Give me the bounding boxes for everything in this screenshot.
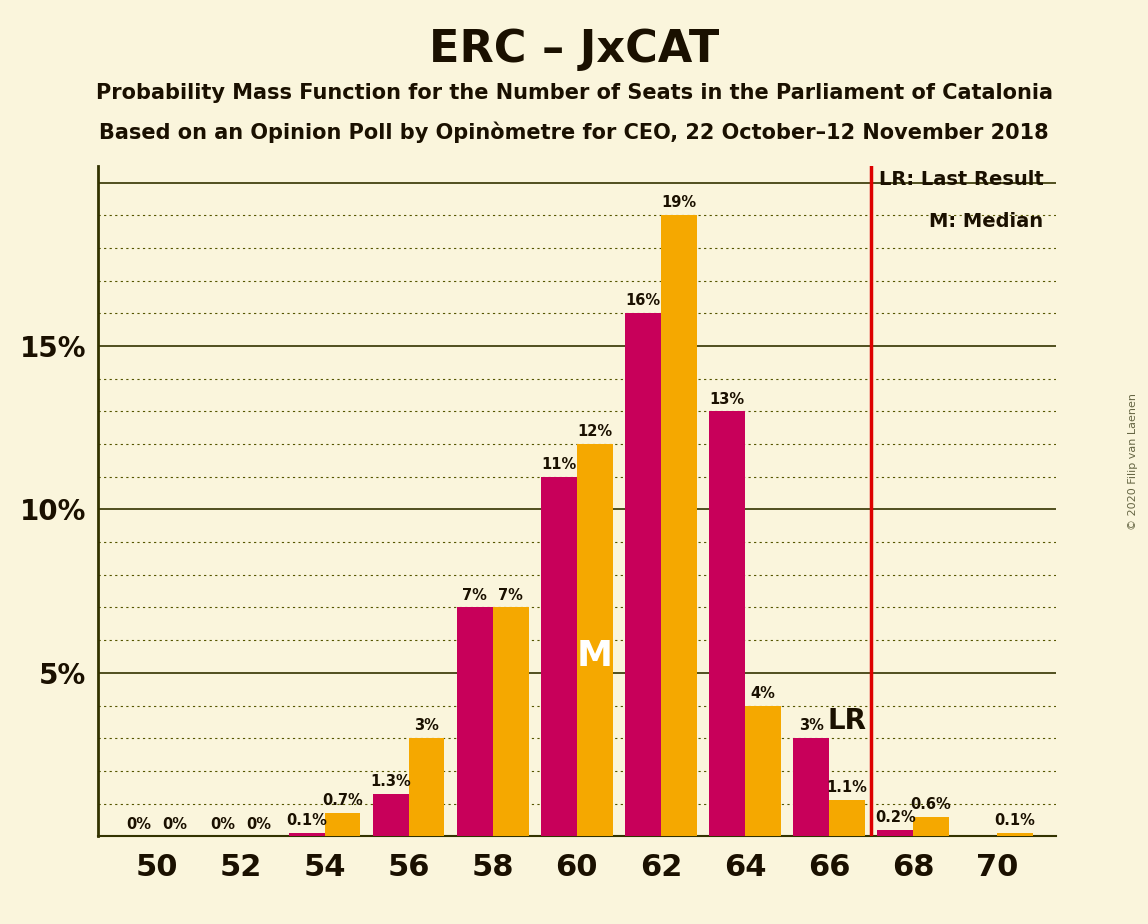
Text: M: M [576, 639, 613, 674]
Text: 0.1%: 0.1% [286, 813, 327, 828]
Text: 0%: 0% [210, 818, 235, 833]
Bar [829, 800, 864, 836]
Bar [793, 738, 829, 836]
Text: Probability Mass Function for the Number of Seats in the Parliament of Catalonia: Probability Mass Function for the Number… [95, 83, 1053, 103]
Text: LR: LR [828, 707, 867, 735]
Bar [626, 313, 661, 836]
Text: 1.1%: 1.1% [827, 781, 868, 796]
Text: 0.1%: 0.1% [994, 813, 1035, 828]
Text: 7%: 7% [498, 588, 523, 602]
Text: © 2020 Filip van Laenen: © 2020 Filip van Laenen [1128, 394, 1138, 530]
Text: 0.7%: 0.7% [323, 794, 363, 808]
Text: ERC – JxCAT: ERC – JxCAT [429, 28, 719, 71]
Text: 0%: 0% [162, 818, 187, 833]
Bar [409, 738, 444, 836]
Bar [745, 706, 781, 836]
Bar [325, 813, 360, 836]
Bar [289, 833, 325, 836]
Bar [709, 411, 745, 836]
Bar [541, 477, 576, 836]
Text: M: Median: M: Median [930, 213, 1044, 231]
Text: 19%: 19% [661, 196, 697, 211]
Text: 13%: 13% [709, 392, 745, 407]
Bar [913, 817, 949, 836]
Text: 4%: 4% [751, 686, 775, 700]
Bar [998, 833, 1033, 836]
Text: 0.2%: 0.2% [875, 809, 916, 825]
Text: 0%: 0% [126, 818, 152, 833]
Bar [576, 444, 613, 836]
Text: Based on an Opinion Poll by Opinòmetre for CEO, 22 October–12 November 2018: Based on an Opinion Poll by Opinòmetre f… [99, 122, 1049, 143]
Text: 7%: 7% [463, 588, 488, 602]
Bar [661, 215, 697, 836]
Bar [877, 830, 913, 836]
Text: LR: Last Result: LR: Last Result [879, 170, 1044, 188]
Text: 11%: 11% [542, 456, 576, 472]
Text: 12%: 12% [577, 424, 612, 439]
Text: 0%: 0% [246, 818, 271, 833]
Bar [492, 607, 528, 836]
Text: 16%: 16% [626, 294, 660, 309]
Bar [373, 794, 409, 836]
Text: 3%: 3% [799, 718, 824, 734]
Text: 3%: 3% [414, 718, 439, 734]
Bar [457, 607, 492, 836]
Text: 0.6%: 0.6% [910, 796, 952, 811]
Text: 1.3%: 1.3% [371, 773, 411, 789]
